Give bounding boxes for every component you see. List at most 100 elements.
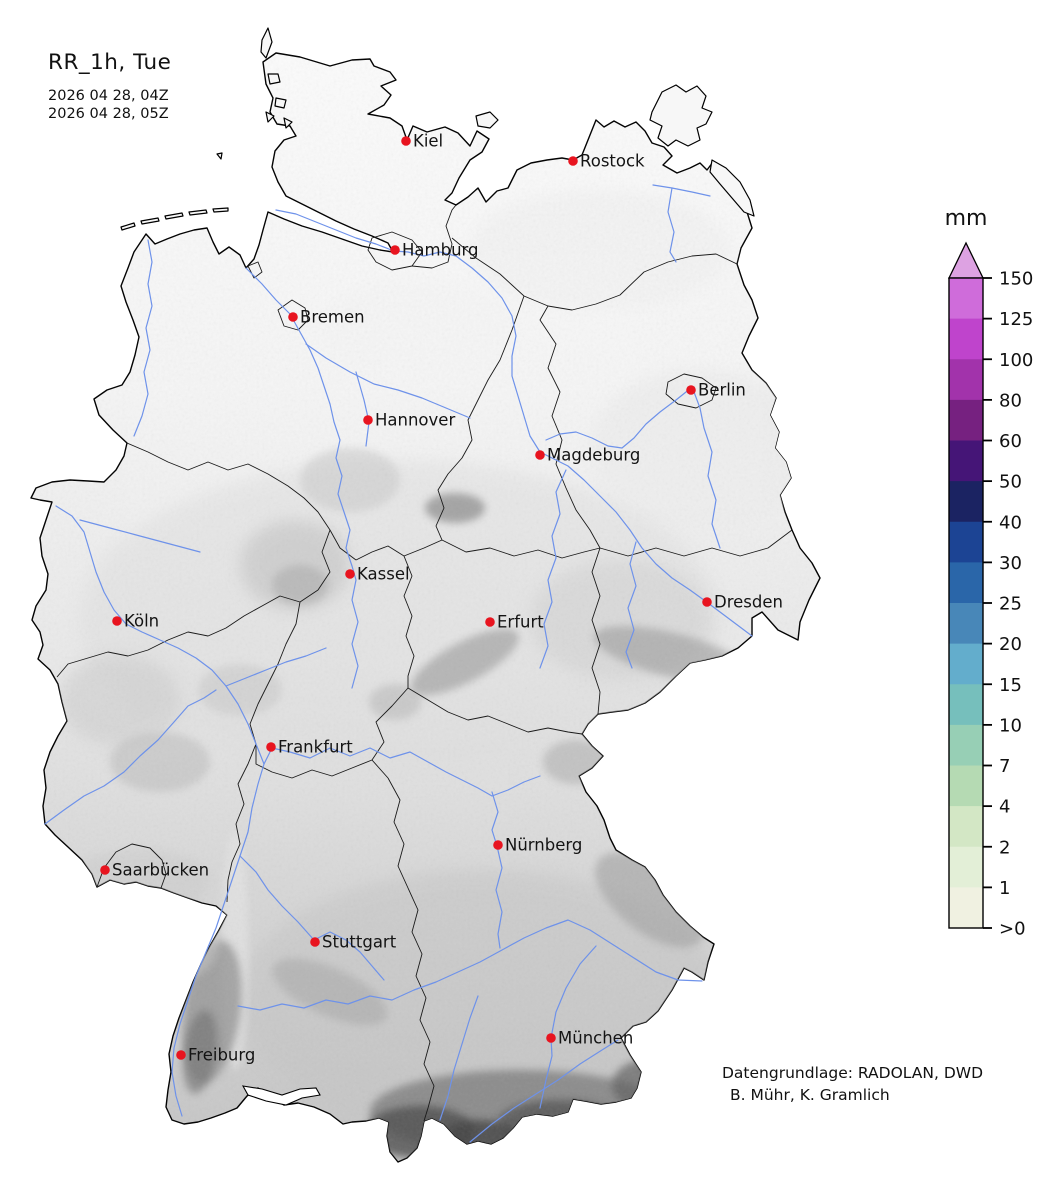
legend-tick-label: 20 — [999, 634, 1022, 655]
city-marker-bremen: Bremen — [288, 308, 365, 327]
legend-segment-8 — [949, 603, 983, 645]
attribution-authors: B. Mühr, K. Gramlich — [730, 1086, 890, 1104]
river-lippe — [79, 519, 201, 553]
city-label: Kiel — [413, 132, 443, 151]
city-dot — [310, 937, 320, 947]
legend-tick-label: 2 — [999, 837, 1010, 858]
river-main — [263, 747, 541, 797]
legend-overflow-arrow — [947, 241, 985, 279]
legend-segment-14 — [949, 846, 983, 888]
city-marker-rostock: Rostock — [568, 152, 645, 171]
legend-tick-label: 40 — [999, 512, 1022, 533]
city-label: Dresden — [714, 593, 783, 612]
city-label: Köln — [124, 612, 159, 631]
city-marker-kassel: Kassel — [345, 565, 410, 584]
city-label: Rostock — [580, 152, 645, 171]
river-lahn — [225, 647, 327, 687]
attribution-source: Datengrundlage: RADOLAN, DWD — [722, 1064, 984, 1082]
city-dot — [546, 1033, 556, 1043]
map-time-end: 2026 04 28, 05Z — [48, 106, 169, 123]
island-ostfriesland — [164, 212, 184, 220]
city-marker-erfurt: Erfurt — [485, 613, 544, 632]
legend-segment-15 — [949, 887, 983, 929]
city-marker-hamburg: Hamburg — [390, 241, 479, 260]
river-spree — [693, 391, 721, 549]
legend-unit-label: mm — [944, 206, 988, 231]
border-hamburg — [367, 231, 423, 271]
city-dot — [485, 617, 495, 627]
legend-tick-label: 30 — [999, 553, 1022, 574]
legend-segment-6 — [949, 521, 983, 563]
attribution: Datengrundlage: RADOLAN, DWD B. Mühr, K.… — [722, 1062, 983, 1106]
legend-segment-11 — [949, 724, 983, 766]
city-dot — [702, 597, 712, 607]
river-lech — [439, 995, 479, 1121]
island-ostfriesland — [120, 222, 136, 231]
legend-tick-label: 10 — [999, 715, 1022, 736]
city-label: Stuttgart — [322, 933, 397, 952]
city-label: Magdeburg — [547, 446, 640, 465]
island-ostfriesland — [140, 217, 160, 225]
city-dot — [686, 385, 696, 395]
island-ostfriesland — [212, 207, 229, 213]
city-marker-saarbücken: Saarbücken — [100, 861, 209, 880]
city-dot — [535, 450, 545, 460]
river-havel — [545, 387, 692, 449]
state-borders-layer — [56, 204, 793, 1122]
border-berlin — [665, 373, 717, 409]
river-isar — [539, 945, 597, 1109]
legend-segment-9 — [949, 643, 983, 685]
city-dot — [568, 156, 578, 166]
city-label: Freiburg — [188, 1046, 255, 1065]
city-marker-köln: Köln — [112, 612, 159, 631]
city-marker-frankfurt: Frankfurt — [266, 738, 353, 757]
city-marker-stuttgart: Stuttgart — [310, 933, 397, 952]
city-dot — [266, 742, 276, 752]
legend-segment-3 — [949, 399, 983, 441]
island-ruegen — [649, 84, 713, 147]
island-nordfriesland — [283, 117, 293, 129]
river-peene — [652, 184, 711, 197]
cities-layer: Kiel Rostock Hamburg Bremen Berlin Hannover Ma… — [100, 132, 783, 1065]
legend-tick-label: 7 — [999, 756, 1010, 777]
city-marker-hannover: Hannover — [363, 411, 455, 430]
city-label: Nürnberg — [505, 836, 582, 855]
legend-tick-label: 25 — [999, 594, 1022, 615]
island-sylt — [260, 27, 273, 59]
legend-tick-label: 50 — [999, 472, 1022, 493]
legend-tick-label: 100 — [999, 350, 1033, 371]
legend-segment-5 — [949, 481, 983, 523]
legend-tick-label: 15 — [999, 675, 1022, 696]
river-rhine — [55, 505, 265, 1117]
legend-tick-label: 60 — [999, 431, 1022, 452]
city-marker-freiburg: Freiburg — [176, 1046, 255, 1065]
city-label: Bremen — [300, 308, 365, 327]
island-nordfriesland — [267, 73, 281, 85]
title-block: RR_1h, Tue 2026 04 28, 04Z 2026 04 28, 0… — [48, 50, 171, 123]
island-nordfriesland — [265, 111, 275, 123]
city-label: Kassel — [357, 565, 410, 584]
city-marker-berlin: Berlin — [686, 381, 746, 400]
legend-tick-label: 150 — [999, 269, 1033, 290]
city-label: München — [558, 1029, 633, 1048]
precipitation-colorbar: 150 125 100 80 60 50 40 30 25 20 15 10 7 4 2 1 >0 — [947, 241, 1033, 940]
river-leine — [355, 371, 370, 447]
city-dot — [288, 312, 298, 322]
legend-segment-13 — [949, 806, 983, 848]
city-label: Hannover — [375, 411, 455, 430]
city-dot — [493, 840, 503, 850]
map-time-start: 2026 04 28, 04Z — [48, 88, 169, 104]
border-bremen — [277, 299, 309, 331]
river-weser — [245, 267, 359, 689]
map-valid-times: 2026 04 28, 04Z 2026 04 28, 05Z — [48, 87, 171, 123]
city-label: Erfurt — [497, 613, 544, 632]
city-label: Saarbücken — [112, 861, 209, 880]
legend-segment-7 — [949, 562, 983, 604]
city-label: Hamburg — [402, 241, 479, 260]
legend-segment-4 — [949, 440, 983, 482]
island-helgoland — [216, 152, 223, 160]
city-dot — [112, 616, 122, 626]
